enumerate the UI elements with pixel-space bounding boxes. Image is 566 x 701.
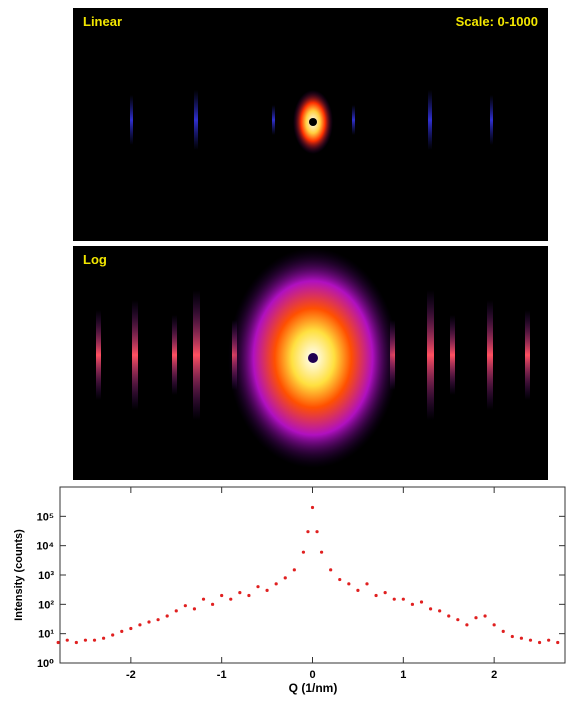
beamstop — [309, 118, 317, 126]
data-point — [201, 597, 206, 601]
y-tick-label: 10⁵ — [37, 511, 54, 523]
data-point — [111, 633, 115, 637]
beamstop — [308, 353, 318, 363]
plot-frame — [59, 486, 566, 664]
data-point — [401, 597, 405, 601]
data-point — [537, 640, 542, 645]
y-tick-label: 10⁴ — [36, 541, 54, 553]
data-point — [256, 585, 260, 589]
data-point — [519, 636, 524, 640]
data-point — [306, 530, 310, 534]
data-point — [483, 614, 487, 618]
data-point — [447, 614, 451, 618]
x-tick-label: -2 — [126, 669, 136, 681]
data-point — [83, 638, 88, 642]
data-point — [338, 577, 342, 582]
data-point — [92, 638, 97, 642]
data-point — [283, 576, 287, 580]
x-axis-label: Q (1/nm) — [289, 681, 338, 695]
data-point — [347, 582, 351, 586]
data-point — [65, 638, 69, 642]
y-axis-label: Intensity (counts) — [13, 529, 25, 621]
data-point — [210, 602, 215, 606]
data-point — [365, 582, 369, 586]
data-point — [392, 597, 396, 601]
y-tick-label: 10² — [38, 599, 54, 611]
data-point — [419, 600, 424, 604]
data-point — [474, 616, 478, 620]
data-point — [129, 626, 133, 631]
data-point — [438, 609, 442, 613]
data-point — [410, 602, 415, 606]
data-point — [528, 638, 533, 642]
x-tick-label: 1 — [400, 669, 406, 681]
log-panel: Log — [73, 246, 548, 480]
data-point — [56, 640, 60, 645]
data-point — [356, 588, 360, 592]
data-point — [510, 634, 514, 639]
data-point — [428, 607, 433, 611]
y-tick-label: 10¹ — [38, 629, 54, 641]
data-point — [456, 618, 460, 622]
data-point — [556, 640, 560, 645]
data-point — [165, 614, 169, 618]
data-point — [315, 530, 319, 534]
streaks — [130, 90, 493, 150]
data-point — [274, 582, 278, 586]
data-point — [247, 593, 251, 598]
data-point — [74, 640, 78, 645]
data-point — [174, 609, 178, 613]
data-point — [465, 623, 469, 627]
data-point — [329, 568, 333, 572]
panel-scale: Scale: 0-1000 — [456, 14, 538, 29]
x-tick-label: -1 — [217, 669, 227, 681]
data-point — [492, 623, 496, 627]
y-tick-label: 10³ — [38, 570, 54, 582]
data-point — [183, 604, 187, 608]
data-point — [192, 607, 197, 611]
data-point — [229, 597, 233, 601]
data-point — [301, 550, 306, 554]
data-point — [156, 618, 160, 622]
plot: 10⁰ 10¹ 10² 10³ 10⁴ 10⁵ -2 -1 0 1 2 — [36, 487, 565, 681]
data-point — [138, 623, 142, 627]
data-point — [265, 588, 269, 592]
data-point — [292, 568, 296, 572]
data-point — [101, 636, 106, 640]
data-point — [147, 620, 151, 624]
x-tick-label: 2 — [491, 669, 497, 681]
data-point — [501, 629, 505, 633]
linear-panel: Linear Scale: 0-1000 — [73, 8, 548, 241]
x-tick-label: 0 — [309, 669, 315, 681]
data-point — [310, 505, 315, 510]
data-point — [238, 591, 242, 595]
data-point — [374, 593, 378, 598]
data-point — [220, 593, 224, 598]
data-point — [383, 591, 387, 595]
panel-label: Log — [83, 252, 107, 267]
data-point — [319, 550, 324, 554]
data-point — [120, 629, 124, 633]
y-tick-label: 10⁰ — [37, 658, 54, 670]
data-point — [547, 638, 551, 642]
panel-label: Linear — [83, 14, 122, 29]
